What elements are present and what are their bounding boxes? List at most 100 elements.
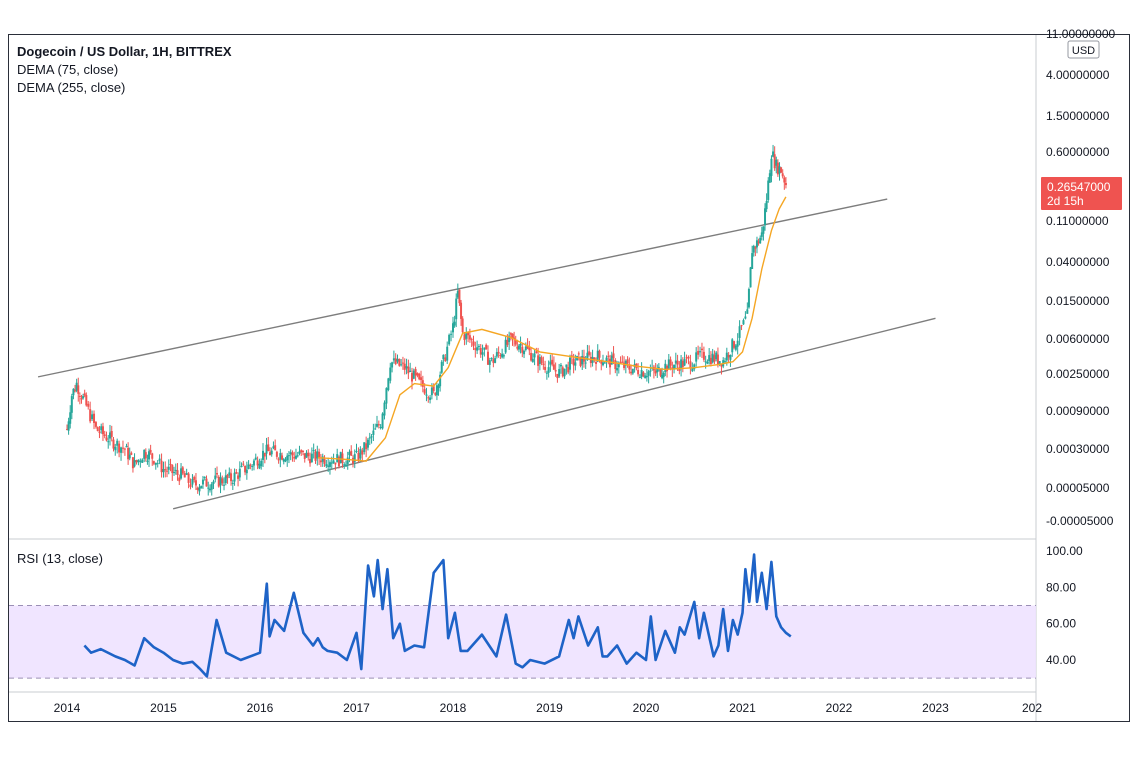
- price-candle: [577, 351, 580, 361]
- price-candle: [146, 454, 149, 465]
- time-axis-label: 2016: [247, 701, 274, 715]
- trend-line-lower[interactable]: [172, 317, 936, 510]
- price-candle: [123, 447, 126, 456]
- price-candle: [545, 370, 548, 380]
- price-candle: [540, 355, 543, 366]
- price-candle: [77, 377, 80, 402]
- price-candle: [524, 342, 527, 352]
- price-candle: [674, 352, 677, 369]
- price-candle: [281, 452, 284, 461]
- price-axis: 11.00000000 4.00000000 1.50000000 0.6000000…: [1046, 27, 1116, 528]
- price-candle: [446, 341, 449, 365]
- price-candle: [114, 443, 117, 456]
- price-candle: [467, 331, 470, 343]
- price-candle: [118, 440, 121, 458]
- time-axis-label: 202: [1022, 701, 1042, 715]
- price-candle: [530, 348, 533, 362]
- price-candle: [740, 324, 743, 331]
- price-candle: [152, 460, 155, 466]
- price-candle: [773, 146, 776, 171]
- price-candle: [310, 447, 313, 463]
- price-candle: [353, 449, 356, 469]
- price-candle: [328, 460, 331, 475]
- price-candle: [409, 362, 412, 373]
- price-candle: [709, 351, 712, 367]
- price-candle: [516, 339, 519, 351]
- price-candle: [400, 358, 403, 367]
- price-axis-label: 0.00250000: [1046, 367, 1110, 381]
- price-candle: [301, 450, 304, 456]
- price-candle: [383, 400, 386, 420]
- price-candle: [339, 451, 342, 464]
- price-candle: [160, 453, 163, 478]
- price-candle: [642, 371, 645, 378]
- price-candle: [181, 465, 184, 476]
- price-candle: [647, 369, 650, 384]
- price-candle: [263, 452, 266, 464]
- rsi-label[interactable]: RSI (13, close): [17, 551, 103, 566]
- price-candle: [523, 349, 526, 359]
- price-candle: [509, 332, 512, 341]
- rsi-axis-label: 80.00: [1046, 580, 1076, 594]
- price-axis-label: 0.00600000: [1046, 332, 1110, 346]
- price-candle: [637, 363, 640, 377]
- price-candle: [521, 343, 524, 358]
- symbol-title[interactable]: Dogecoin / US Dollar, 1H, BITTREX: [17, 44, 232, 59]
- indicator-dema-75[interactable]: DEMA (75, close): [17, 62, 118, 77]
- price-candle: [100, 423, 103, 434]
- trend-line-upper[interactable]: [37, 198, 888, 378]
- price-candle: [460, 299, 463, 326]
- currency-badge: USD: [1072, 45, 1095, 57]
- price-candle: [293, 451, 296, 463]
- price-candle: [237, 472, 240, 487]
- price-candle: [169, 458, 172, 472]
- time-axis-label: 2019: [536, 701, 563, 715]
- price-candle: [121, 440, 124, 454]
- price-candle: [120, 446, 123, 461]
- price-candle: [214, 467, 217, 483]
- price-candle: [130, 451, 133, 456]
- time-axis-label: 2023: [922, 701, 949, 715]
- price-candle: [586, 344, 589, 361]
- price-candle: [448, 333, 451, 346]
- price-candle: [699, 346, 702, 357]
- price-candle: [683, 351, 686, 367]
- price-candle: [490, 357, 493, 362]
- price-pane: [37, 144, 936, 510]
- price-candle: [141, 458, 144, 463]
- price-candle: [556, 373, 559, 383]
- price-candle: [764, 203, 767, 231]
- price-candle: [565, 364, 568, 375]
- price-candle: [221, 475, 224, 486]
- price-candle: [504, 336, 507, 354]
- price-candle: [657, 363, 660, 372]
- price-candle: [680, 354, 683, 377]
- price-candle: [178, 474, 181, 486]
- price-candle: [158, 454, 161, 465]
- price-candle: [549, 354, 552, 372]
- price-candle: [437, 383, 440, 396]
- price-candle: [511, 333, 514, 346]
- price-candle: [778, 162, 781, 181]
- price-candle: [198, 484, 201, 496]
- price-candle: [483, 347, 486, 357]
- price-candle: [80, 394, 83, 404]
- price-candle: [296, 451, 299, 458]
- price-candle: [700, 342, 703, 358]
- price-candle: [744, 311, 747, 320]
- price-candle: [128, 447, 131, 461]
- indicator-dema-255[interactable]: DEMA (255, close): [17, 80, 125, 95]
- price-candle: [538, 353, 541, 371]
- price-candle: [173, 466, 176, 476]
- price-candle: [731, 338, 734, 357]
- price-candle: [75, 378, 78, 393]
- price-candle: [747, 287, 750, 309]
- price-candle: [203, 476, 206, 481]
- price-candle: [689, 354, 692, 375]
- price-candle: [154, 462, 157, 470]
- price-candle: [351, 455, 354, 468]
- price-candle: [85, 392, 88, 407]
- currency-badge-box[interactable]: [1067, 40, 1100, 59]
- price-candle: [528, 340, 531, 356]
